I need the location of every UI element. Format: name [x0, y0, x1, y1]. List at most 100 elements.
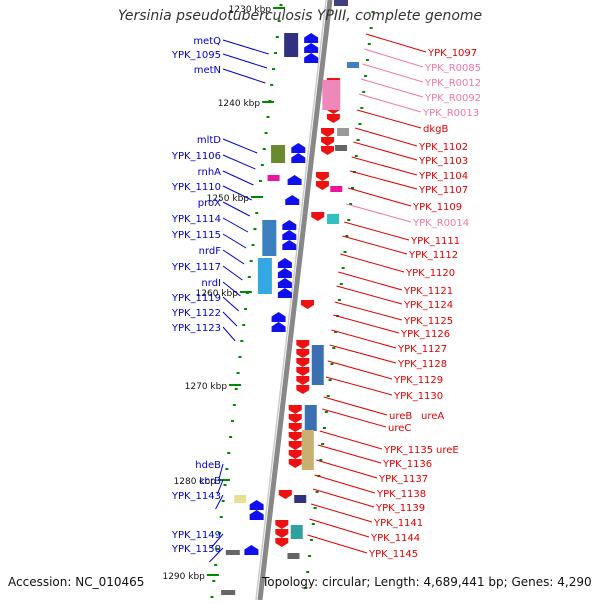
- gene-label-right: YPK_R0085: [424, 63, 481, 74]
- scale-tick: [270, 84, 274, 86]
- gene-leader-line: [343, 221, 410, 241]
- scale-label: 1230 kbp: [229, 5, 272, 15]
- gene-leader-line: [325, 376, 393, 396]
- gene-block: [304, 405, 317, 431]
- gene-label-right: YPK_1126: [400, 329, 450, 340]
- scale-tick: [219, 516, 223, 518]
- scale-tick: [319, 459, 323, 461]
- scale-tick: [247, 276, 251, 278]
- gene-leader-line: [357, 109, 422, 129]
- gene-arrow: [326, 114, 340, 123]
- gene-label-left: metQ: [193, 36, 221, 47]
- scale-label: 1280 kbp: [174, 477, 217, 487]
- accession-text: Accession: NC_010465: [8, 575, 145, 589]
- gene-arrow: [275, 529, 289, 538]
- gene-arrow: [249, 510, 264, 520]
- genome-backbone-shadow: [255, 0, 327, 601]
- gene-leader-line: [307, 534, 368, 554]
- gene-label-left: YPK_1150: [171, 544, 221, 555]
- gene-leader-line: [222, 154, 256, 170]
- scale-tick: [240, 340, 244, 342]
- gene-label-right: dkgB: [423, 124, 448, 135]
- scale-tick: [354, 155, 358, 157]
- gene-arrow: [311, 212, 325, 221]
- gene-block: [262, 220, 277, 256]
- scale-tick: [343, 251, 347, 253]
- gene-label-right: YPK_1125: [403, 316, 453, 327]
- gene-arrow: [288, 423, 302, 432]
- scale-tick: [369, 27, 373, 29]
- scale-tick: [313, 507, 317, 509]
- gene-leader-line: [349, 170, 418, 190]
- gene-leader-line: [216, 479, 224, 495]
- gene-arrow: [285, 195, 300, 205]
- genome-title: Yersinia pseudotuberculosis YPIII, compl…: [117, 8, 483, 24]
- scale-tick: [362, 91, 366, 93]
- gene-leader-line: [222, 281, 241, 297]
- gene-label-left: YPK_1115: [171, 230, 221, 241]
- gene-label-right: YPK_1112: [408, 250, 458, 261]
- gene-arrow: [288, 450, 302, 459]
- gene-arrow: [321, 146, 335, 155]
- gene-label-right: YPK_1145: [368, 549, 418, 560]
- gene-arrow: [291, 153, 306, 163]
- gene-leader-line: [222, 296, 240, 312]
- gene-leader-line: [323, 396, 388, 416]
- scale-label: 1260 kbp: [196, 289, 239, 299]
- gene-leader-line: [346, 203, 412, 223]
- gene-label-right: YPK_R0014: [412, 218, 469, 229]
- gene-leader-line: [327, 360, 393, 380]
- gene-block: [335, 145, 348, 151]
- gene-label-left: YPK_1106: [171, 151, 221, 162]
- gene-label-left: YPK_1143: [171, 491, 221, 502]
- scale-tick: [227, 452, 231, 454]
- gene-label-right: YPK_R0012: [424, 78, 481, 89]
- gene-leader-line: [333, 314, 400, 334]
- gene-arrow: [278, 490, 292, 499]
- scale-tick: [321, 443, 325, 445]
- gene-arrow: [304, 43, 319, 53]
- gene-arrow: [288, 414, 302, 423]
- scale-tick: [367, 43, 371, 45]
- gene-leader-line: [322, 408, 387, 428]
- gene-leader-line: [353, 141, 418, 161]
- scale-tick: [308, 555, 312, 557]
- gene-block: [221, 590, 236, 595]
- gene-arrow: [296, 349, 310, 358]
- gene-leader-line: [311, 503, 373, 523]
- gene-label-left: metN: [194, 65, 221, 76]
- scale-tick: [223, 484, 227, 486]
- gene-leader-line: [334, 301, 403, 321]
- gene-arrow: [321, 137, 335, 146]
- scale-tick: [217, 532, 221, 534]
- scale-tick: [229, 436, 233, 438]
- scale-tick: [279, 4, 283, 6]
- gene-label-left: mltD: [197, 135, 221, 146]
- gene-arrow: [277, 278, 292, 288]
- gene-block: [234, 495, 247, 503]
- gene-arrow: [282, 240, 297, 250]
- gene-block: [287, 553, 300, 559]
- gene-label-right: YPK_1139: [375, 503, 425, 514]
- gene-leader-line: [360, 78, 424, 98]
- scale-tick: [358, 123, 362, 125]
- gene-label-left: YPK_1114: [171, 214, 221, 225]
- gene-arrow: [296, 340, 310, 349]
- scale-tick: [242, 324, 246, 326]
- gene-block: [301, 430, 314, 470]
- scale-tick: [244, 308, 248, 310]
- gene-leader-line: [222, 249, 245, 265]
- gene-arrow: [282, 220, 297, 230]
- gene-leader-line: [222, 326, 236, 342]
- scale-tick: [324, 411, 328, 413]
- gene-label-right: YPK_1097: [427, 48, 477, 59]
- gene-leader-line: [309, 518, 370, 538]
- gene-label-right: YPK_1127: [397, 344, 447, 355]
- gene-leader-line: [358, 93, 422, 113]
- scale-tick: [328, 379, 332, 381]
- gene-label-left: hdeB: [195, 460, 221, 471]
- scale-tick: [356, 139, 360, 141]
- scale-tick: [332, 347, 336, 349]
- gene-leader-line: [218, 463, 224, 479]
- gene-block: [267, 175, 280, 181]
